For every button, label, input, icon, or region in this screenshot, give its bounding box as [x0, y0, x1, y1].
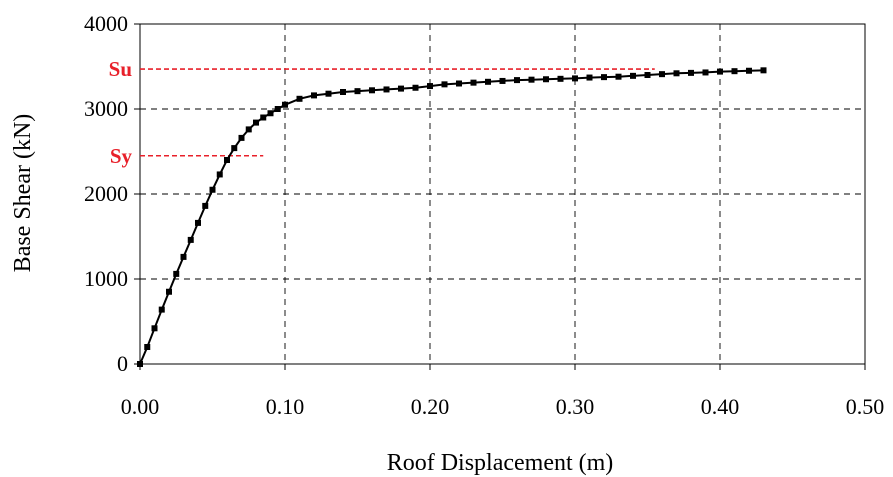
data-point — [383, 86, 390, 93]
y-tick-labels: 0 1000 2000 3000 4000 — [84, 11, 128, 376]
data-point — [369, 87, 375, 94]
data-point — [245, 126, 252, 133]
data-point — [528, 76, 535, 83]
x-tick-label: 0.10 — [266, 394, 305, 419]
data-point — [644, 72, 651, 78]
data-point — [485, 78, 491, 85]
axes — [134, 23, 866, 370]
data-point — [673, 70, 680, 77]
data-point — [601, 74, 607, 81]
data-point — [224, 157, 230, 163]
data-point — [238, 134, 245, 141]
data-point — [216, 171, 223, 178]
data-point — [746, 67, 752, 74]
data-point — [274, 106, 281, 112]
data-point — [717, 68, 723, 75]
data-point — [260, 114, 267, 121]
data-point — [137, 361, 143, 367]
data-point — [144, 344, 151, 350]
data-point — [441, 81, 448, 88]
data-point — [296, 95, 303, 102]
data-point — [470, 79, 477, 86]
data-point — [702, 69, 709, 76]
data-point — [231, 145, 238, 152]
data-point — [253, 119, 259, 126]
data-point — [412, 84, 419, 91]
annotation-label-su: Su — [109, 57, 133, 81]
data-point — [688, 69, 694, 76]
y-tick-label: 2000 — [84, 181, 128, 206]
data-point — [615, 73, 622, 80]
x-tick-label: 0.30 — [556, 394, 595, 419]
data-point — [659, 71, 665, 78]
data-point — [586, 74, 593, 81]
data-point — [311, 92, 317, 99]
data-point — [202, 202, 209, 209]
data-point — [557, 75, 564, 82]
data-point — [187, 236, 194, 243]
data-point — [166, 288, 172, 295]
y-tick-label: 0 — [117, 351, 128, 376]
data-point — [354, 88, 361, 95]
y-axis-title: Base Shear (kN) — [10, 114, 36, 273]
data-point — [209, 186, 216, 193]
data-point — [499, 77, 506, 84]
annotations: Su Sy — [109, 57, 655, 168]
data-point — [282, 101, 288, 108]
y-tick-label: 4000 — [84, 11, 128, 36]
x-tick-label: 0.50 — [846, 394, 885, 419]
data-point — [158, 306, 165, 313]
series-line — [139, 69, 764, 365]
x-axis-title: Roof Displacement (m) — [387, 450, 614, 476]
annotation-label-sy: Sy — [110, 144, 133, 168]
data-point — [630, 72, 636, 79]
data-point — [760, 67, 767, 74]
data-point — [398, 85, 404, 92]
data-point — [731, 68, 738, 75]
data-point — [340, 89, 346, 95]
data-point — [173, 270, 180, 277]
data-point — [325, 90, 332, 97]
data-point — [572, 75, 578, 82]
data-point — [151, 325, 158, 332]
data-point — [267, 110, 274, 117]
grid — [140, 24, 865, 364]
series — [137, 67, 767, 367]
data-point — [180, 253, 187, 260]
y-tick-label: 1000 — [84, 266, 128, 291]
y-tick-label: 3000 — [84, 96, 128, 121]
x-tick-label: 0.40 — [701, 394, 740, 419]
x-tick-label: 0.00 — [121, 394, 160, 419]
data-point — [195, 219, 201, 226]
x-tick-label: 0.20 — [411, 394, 450, 419]
data-point — [543, 76, 549, 83]
data-point — [514, 77, 520, 84]
x-tick-labels: 0.00 0.10 0.20 0.30 0.40 0.50 — [121, 394, 885, 419]
data-point — [427, 83, 433, 90]
data-point — [456, 80, 462, 87]
